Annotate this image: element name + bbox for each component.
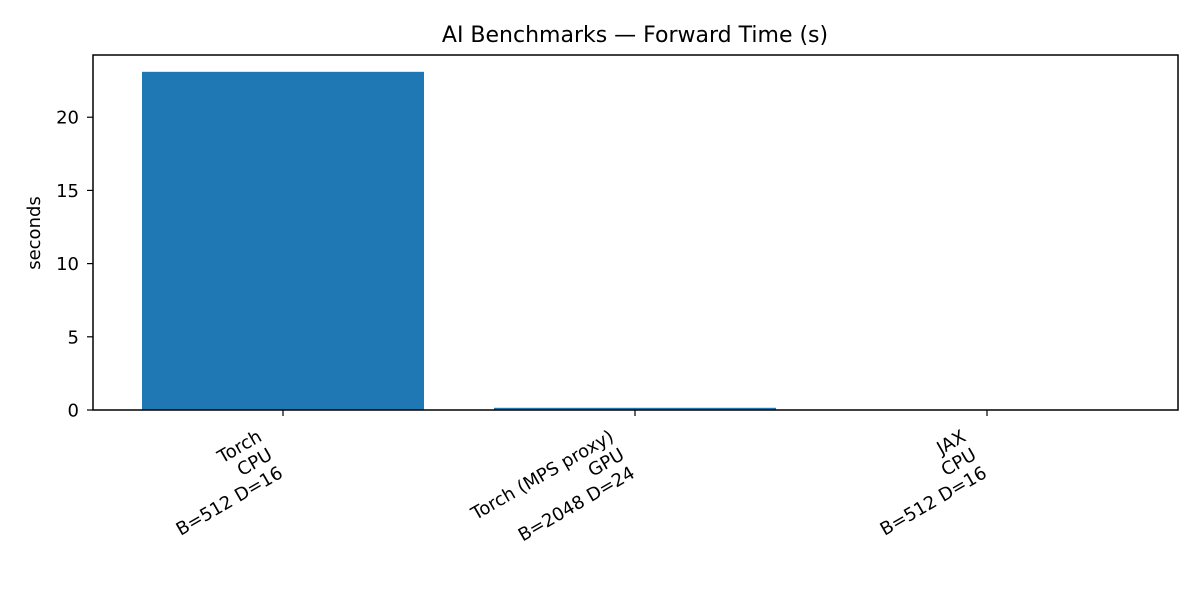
y-axis-ticks: 0 5 10 15 20 [56, 108, 93, 422]
bar-2 [494, 407, 776, 410]
y-tick-label: 10 [56, 254, 79, 275]
y-tick-label: 20 [56, 108, 79, 129]
x-tick-label-line: B=512 D=16 [877, 463, 991, 541]
bar-1 [142, 71, 424, 410]
y-tick-label: 15 [56, 181, 79, 202]
y-axis-label: seconds [24, 196, 45, 270]
y-tick-label: 0 [68, 401, 79, 422]
x-tick-label-line: B=512 D=16 [173, 463, 287, 541]
chart-title: AI Benchmarks — Forward Time (s) [442, 23, 828, 48]
y-tick-label: 5 [68, 327, 79, 348]
bars [142, 71, 1128, 410]
